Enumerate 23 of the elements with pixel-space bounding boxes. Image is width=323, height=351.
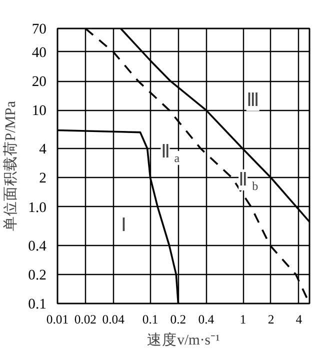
x-tick-label: 0.02: [74, 312, 97, 326]
x-tick-label: 0.4: [198, 312, 215, 326]
x-tick-label: 4: [296, 312, 303, 326]
y-axis-title: 单位面积载荷P/MPa: [2, 100, 20, 231]
y-tick-label: 0.4: [28, 238, 48, 254]
x-tick-label: 2: [268, 312, 274, 326]
x-tick-label: 0.2: [170, 312, 186, 326]
y-tick-label: 1.0: [28, 200, 47, 216]
x-axis-title: 速度v/m·s⁻¹: [147, 332, 220, 348]
y-tick-label: 40: [32, 44, 46, 61]
y-tick-label: 70: [32, 22, 46, 38]
y-tick-label: 20: [32, 74, 46, 90]
annotation: Ⅲ: [246, 90, 260, 111]
x-tick-label: 0.01: [46, 312, 69, 326]
annotation: Ⅰ: [120, 215, 127, 236]
y-tick-label: 0.1: [28, 296, 47, 312]
y-tick-label: 4: [39, 142, 48, 158]
x-tick-label: 0.1: [142, 312, 158, 326]
x-tick-label: 0.04: [102, 312, 126, 326]
x-tick-label: 1: [240, 312, 246, 326]
y-tick-label: 10: [32, 103, 46, 120]
y-tick-label: 0.2: [28, 267, 47, 284]
y-tick-label: 2: [39, 170, 46, 187]
